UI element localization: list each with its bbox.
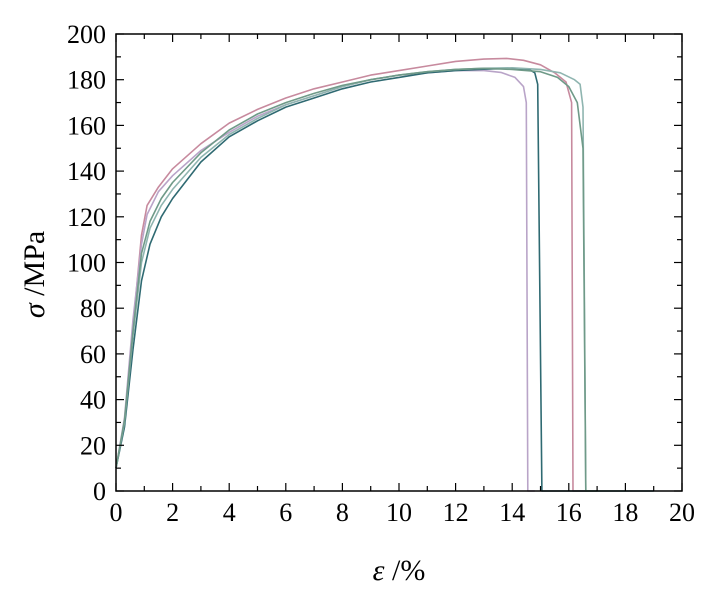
y-tick-label: 200 <box>67 20 106 49</box>
y-tick-label: 20 <box>80 431 106 460</box>
x-tick-label: 12 <box>443 498 469 527</box>
x-axis-symbol: ε <box>373 554 385 587</box>
x-tick-label: 6 <box>279 498 292 527</box>
y-axis-unit: /MPa <box>18 231 51 304</box>
x-axis-unit: /% <box>385 554 426 587</box>
y-tick-label: 0 <box>93 477 106 506</box>
x-tick-label: 16 <box>556 498 582 527</box>
x-tick-label: 0 <box>110 498 123 527</box>
y-tick-label: 120 <box>67 203 106 232</box>
y-axis-symbol: σ <box>18 302 51 318</box>
x-axis-label: ε /% <box>373 554 426 587</box>
y-tick-label: 100 <box>67 249 106 278</box>
x-tick-label: 8 <box>336 498 349 527</box>
series-layer <box>115 57 654 492</box>
series-line-1 <box>115 57 598 492</box>
ticks-layer <box>115 33 683 492</box>
y-tick-label: 140 <box>67 157 106 186</box>
y-tick-label: 80 <box>80 294 106 323</box>
plot-frame <box>115 33 683 492</box>
series-line-3 <box>115 67 654 492</box>
x-tick-label: 2 <box>166 498 179 527</box>
series-line-5 <box>115 67 598 492</box>
x-tick-label: 20 <box>669 498 695 527</box>
y-tick-label: 180 <box>67 66 106 95</box>
labels-layer: 0 2 4 6 8 10 12 14 16 18 2002040608010012014016018… <box>67 20 695 527</box>
y-tick-label: 60 <box>80 340 106 369</box>
y-tick-label: 40 <box>80 386 106 415</box>
y-axis-label: σ /MPa <box>18 231 51 318</box>
x-tick-label: 18 <box>612 498 638 527</box>
x-tick-label: 14 <box>499 498 525 527</box>
x-tick-label: 4 <box>223 498 236 527</box>
y-tick-label: 160 <box>67 111 106 140</box>
x-tick-label: 10 <box>386 498 412 527</box>
